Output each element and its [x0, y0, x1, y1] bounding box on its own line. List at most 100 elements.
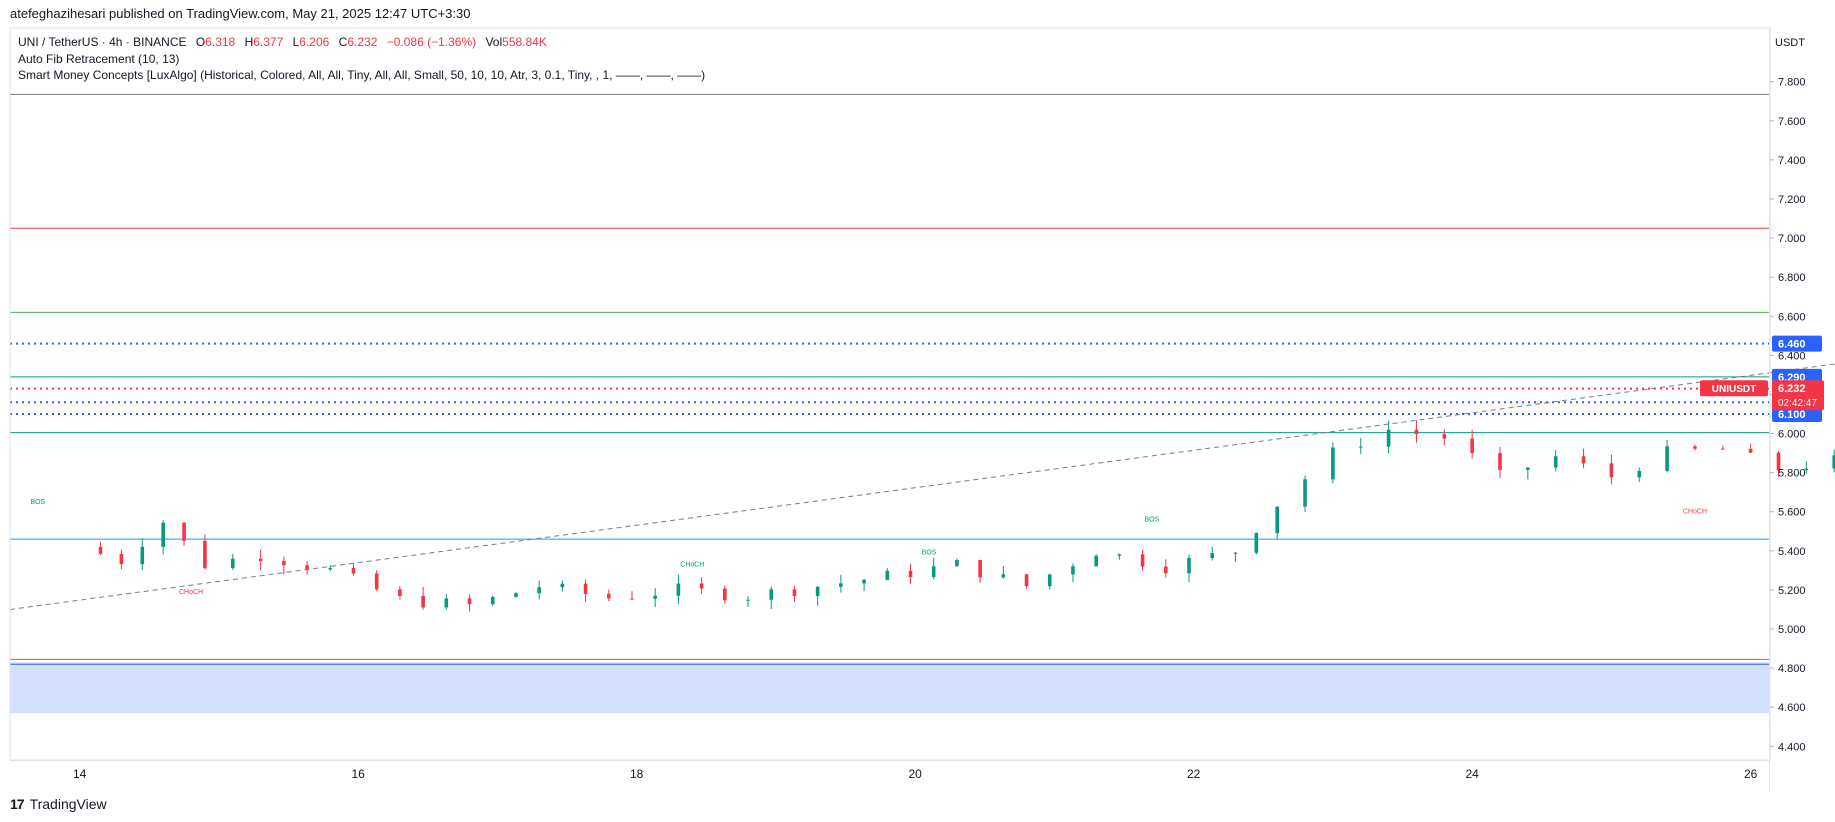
candle-body: [398, 589, 402, 596]
candle-body: [1024, 574, 1029, 587]
current-price-label: UNIUSDT 6.232 02:42:47: [1700, 380, 1824, 411]
candle-down: [978, 559, 982, 583]
candle-down: [1414, 420, 1419, 443]
candle-down: [467, 594, 472, 612]
candle-down: [258, 549, 263, 571]
time-tick: 20: [908, 767, 922, 781]
candle-body: [1526, 467, 1530, 470]
candle-down: [305, 561, 309, 575]
candle-body: [1275, 506, 1279, 534]
candle-up: [955, 558, 959, 567]
candle-body: [1665, 446, 1669, 471]
candle-down: [119, 549, 124, 570]
candle-down: [182, 521, 186, 546]
candle-body: [676, 583, 681, 596]
candle-up: [140, 538, 145, 570]
candle-body: [630, 598, 634, 600]
discount-zone: [10, 662, 1770, 714]
candle-up: [1210, 546, 1215, 561]
candle-body: [182, 522, 186, 541]
candle-up: [1553, 449, 1558, 472]
candle-body: [1303, 479, 1307, 507]
candle-down: [1498, 446, 1502, 478]
candle-up: [1233, 552, 1238, 562]
candle-body: [908, 570, 913, 578]
candle-body: [374, 573, 379, 590]
candle-up: [560, 580, 565, 592]
candle-down: [583, 579, 588, 603]
candle-up: [1254, 532, 1259, 555]
ohlc-close: C6.232: [338, 35, 378, 49]
current-price: 6.232: [1778, 383, 1806, 395]
tradingview-brand[interactable]: 17 TradingView: [10, 796, 107, 812]
candle-down: [1776, 450, 1781, 477]
zones-layer: [10, 662, 1770, 714]
indicator-fib[interactable]: Auto Fib Retracement (10, 13): [18, 51, 180, 66]
candle-body: [1187, 557, 1191, 574]
annotation-label: CHoCH: [1683, 509, 1707, 516]
candle-body: [98, 546, 103, 554]
candle-up: [537, 580, 541, 600]
candle-down: [606, 589, 611, 602]
candle-body: [231, 558, 235, 569]
candle-body: [885, 570, 890, 580]
candle-body: [119, 553, 124, 565]
symbol-row[interactable]: UNI / TetherUS · 4h · BINANCE O6.318 H6.…: [18, 34, 705, 51]
candle-body: [955, 559, 959, 567]
candle-up: [1094, 554, 1098, 567]
currency-label[interactable]: USDT: [1775, 37, 1805, 49]
price-tick: 5.800: [1778, 468, 1806, 480]
candle-body: [1331, 447, 1335, 480]
chart-legend: UNI / TetherUS · 4h · BINANCE O6.318 H6.…: [18, 34, 705, 84]
candle-body: [606, 593, 611, 599]
candle-down: [1721, 445, 1725, 450]
candle-down: [1140, 549, 1145, 571]
candle-up: [161, 519, 165, 555]
ohlc-low: L6.206: [292, 35, 330, 49]
candle-body: [792, 589, 797, 597]
symbol-title[interactable]: UNI / TetherUS · 4h · BINANCE: [18, 35, 187, 49]
candle-body: [1163, 566, 1168, 574]
candle-body: [1581, 456, 1586, 464]
candle-up: [769, 586, 774, 610]
annotation-label: BOS: [30, 499, 45, 506]
candle-down: [351, 563, 356, 576]
candle-body: [328, 568, 333, 570]
candle-body: [1094, 555, 1098, 567]
candle-up: [1804, 461, 1809, 474]
candle-up: [1047, 573, 1052, 590]
horizontal-lines-layer: [10, 93, 1770, 665]
candle-body: [1233, 552, 1238, 554]
brand-text: TradingView: [29, 796, 107, 812]
candle-body: [305, 565, 309, 570]
price-label-bg: [1772, 335, 1822, 352]
time-tick: 16: [351, 767, 365, 781]
candle-body: [161, 522, 165, 547]
indicator-smc[interactable]: Smart Money Concepts [LuxAlgo] (Historic…: [18, 68, 706, 82]
candle-body: [444, 598, 449, 608]
candle-body: [1442, 434, 1447, 439]
candle-down: [1024, 573, 1029, 589]
candle-body: [723, 588, 727, 601]
candle-body: [1609, 463, 1614, 478]
candle-body: [351, 568, 356, 574]
candle-up: [839, 574, 843, 593]
price-tick: 4.400: [1778, 741, 1806, 753]
price-tick: 5.600: [1778, 507, 1806, 519]
volume: Vol558.84K: [485, 35, 547, 49]
time-tick: 26: [1744, 767, 1758, 781]
price-tick: 7.400: [1778, 155, 1806, 167]
price-label-text: 6.100: [1778, 409, 1806, 421]
candle-body: [815, 586, 820, 597]
candle-body: [1140, 554, 1145, 567]
candle-up: [1832, 449, 1835, 473]
price-axis-label: 6.460: [1772, 335, 1822, 352]
candle-down: [1163, 559, 1168, 578]
candle-body: [862, 579, 866, 584]
candle-down: [723, 585, 727, 604]
candle-down: [203, 534, 207, 570]
candle-body: [421, 595, 425, 608]
price-tick: 6.600: [1778, 311, 1806, 323]
